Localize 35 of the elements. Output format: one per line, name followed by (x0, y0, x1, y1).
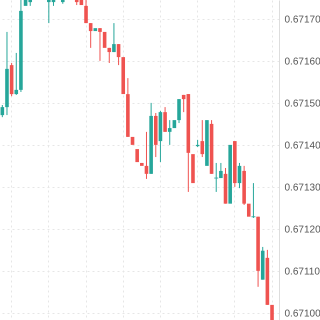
candlestick (172, 120, 176, 128)
candlestick (88, 22, 92, 48)
candlestick (130, 136, 134, 145)
y-tick-label: 0.67170 (284, 14, 320, 26)
candlestick (270, 304, 274, 320)
y-tick-label: 0.67110 (284, 266, 320, 278)
candlestick (14, 52, 18, 96)
y-tick-label: 0.67120 (284, 224, 320, 236)
candlestick (0, 104, 4, 118)
candlestick (251, 182, 256, 218)
y-tick-label: 0.67130 (284, 182, 320, 194)
y-tick-label: 0.67160 (284, 56, 320, 68)
candlestick (94, 28, 98, 32)
candlestick (135, 149, 139, 162)
candlestick (144, 131, 148, 180)
candlestick (168, 120, 172, 146)
candlestick (98, 28, 102, 62)
candlestick (246, 204, 251, 217)
candlestick (200, 120, 204, 158)
candlestick (140, 162, 144, 166)
candlestick (177, 98, 181, 124)
candlestick (205, 120, 209, 166)
candlestick (102, 32, 106, 48)
candlestick (84, 0, 88, 24)
candlestick (191, 154, 195, 184)
y-tick-label: 0.67100 (284, 308, 320, 320)
candlestick (116, 44, 120, 66)
candlestick (107, 47, 112, 64)
candlestick (238, 162, 242, 189)
candlestick (163, 106, 167, 132)
y-tick-label: 0.67150 (284, 98, 320, 110)
y-tick-label: 0.67140 (284, 140, 320, 152)
candlestick (121, 57, 126, 94)
candlestick (228, 144, 232, 204)
candlestick (112, 22, 116, 53)
